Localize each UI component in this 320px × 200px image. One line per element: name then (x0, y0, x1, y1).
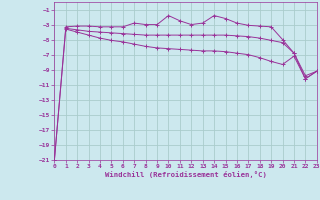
X-axis label: Windchill (Refroidissement éolien,°C): Windchill (Refroidissement éolien,°C) (105, 171, 267, 178)
